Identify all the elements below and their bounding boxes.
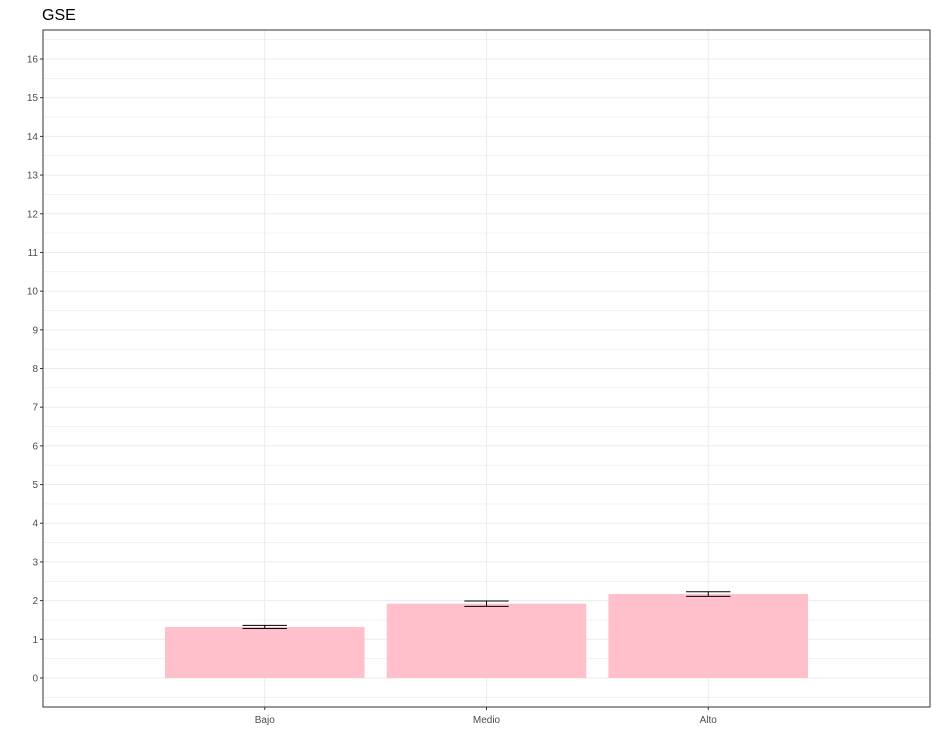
y-tick-label: 15	[27, 93, 39, 104]
bars	[164, 594, 809, 678]
y-tick-label: 16	[27, 55, 39, 66]
y-tick-label: 5	[32, 480, 38, 491]
y-tick-label: 6	[32, 441, 38, 452]
error-bar-alto	[686, 591, 731, 597]
y-tick-label: 0	[32, 673, 38, 684]
y-tick-label: 4	[32, 519, 38, 530]
y-tick-label: 9	[32, 325, 38, 336]
x-tick-label-medio: Medio	[473, 715, 501, 726]
y-tick-label: 1	[32, 635, 38, 646]
y-tick-label: 14	[27, 132, 39, 143]
y-tick-label: 13	[27, 171, 39, 182]
bar-medio	[386, 603, 587, 678]
error-bar-bajo	[242, 624, 287, 629]
error-bar-medio	[464, 600, 509, 607]
y-tick-label: 2	[32, 596, 38, 607]
x-tick-label-alto: Alto	[700, 715, 718, 726]
bar-bajo	[164, 626, 365, 678]
error-bars	[242, 591, 731, 629]
y-tick-label: 10	[27, 287, 39, 298]
bar-alto	[608, 594, 809, 678]
y-tick-label: 12	[27, 209, 39, 220]
y-tick-label: 11	[28, 248, 39, 259]
y-tick-label: 3	[32, 557, 38, 568]
y-tick-label: 8	[32, 364, 38, 375]
chart-title: GSE	[42, 7, 76, 24]
y-tick-label: 7	[32, 403, 38, 414]
x-tick-label-bajo: Bajo	[255, 715, 275, 726]
